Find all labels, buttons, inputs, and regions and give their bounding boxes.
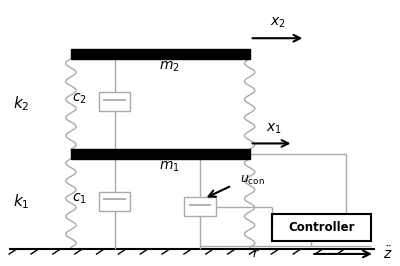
Text: $m_1$: $m_1$: [159, 160, 180, 174]
Text: $u_\mathrm{con}$: $u_\mathrm{con}$: [240, 174, 264, 187]
Bar: [184, 197, 216, 216]
Bar: [99, 192, 130, 210]
Text: $m_2$: $m_2$: [159, 60, 180, 74]
Text: r: r: [253, 247, 258, 260]
Text: $c_2$: $c_2$: [72, 92, 87, 106]
Text: $k_2$: $k_2$: [13, 95, 30, 113]
Text: Controller: Controller: [288, 221, 354, 234]
Text: $x_2$: $x_2$: [270, 16, 285, 30]
Text: $c_1$: $c_1$: [72, 192, 87, 206]
Bar: [71, 49, 250, 59]
Bar: [272, 214, 371, 241]
Text: $\ddot{z}$: $\ddot{z}$: [383, 246, 392, 262]
Bar: [99, 92, 130, 111]
Text: $x_1$: $x_1$: [266, 121, 281, 136]
Bar: [71, 149, 250, 159]
Text: $k_1$: $k_1$: [13, 192, 30, 211]
